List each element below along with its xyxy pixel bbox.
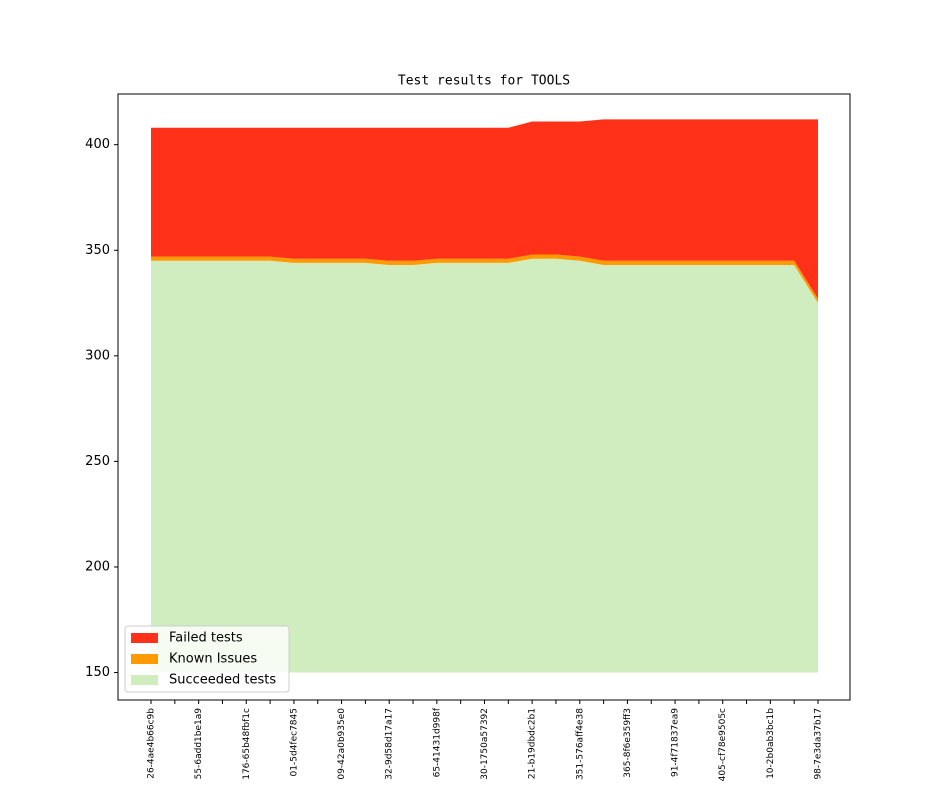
legend-box (124, 625, 290, 693)
x-tick-label: 176-65b48fbf1c (242, 708, 252, 780)
y-tick-label: 250 (85, 454, 110, 469)
chart-title: Test results for TOOLS (398, 74, 570, 89)
x-tick-label: 26-4ae4b66c9b (147, 708, 157, 779)
area (151, 119, 818, 299)
legend-label: Failed tests (169, 631, 243, 646)
area (151, 254, 818, 304)
y-tick-label: 400 (85, 137, 110, 152)
x-tick-label: 351-576aff4e38 (575, 708, 585, 780)
x-tick-label: 405-cf78e9505c (718, 708, 728, 781)
y-tick-label: 300 (85, 348, 110, 363)
x-tick-label: 98-7e3da37b17 (814, 708, 824, 780)
x-tick-label: 32-9d58d17a17 (385, 708, 395, 780)
legend-swatch (131, 675, 158, 685)
legend-label: Succeeded tests (169, 673, 276, 688)
y-tick-label: 150 (85, 665, 110, 680)
legend-swatch (131, 633, 158, 643)
legend: Failed tests Known Issues Succeeded tests (124, 625, 290, 693)
legend-label: Known Issues (169, 652, 257, 667)
x-tick-label: 10-2b0ab3bc1b (766, 708, 776, 779)
x-tick-label: 365-8f6e359ff3 (623, 708, 633, 778)
x-tick-label: 21-b19dbdc2b1 (528, 708, 538, 779)
x-tick-label: 91-4f71837ea9 (671, 708, 681, 777)
x-tick-label: 55-6add1be1a9 (194, 708, 204, 780)
x-tick-label: 30-1750a57392 (480, 708, 490, 780)
legend-swatch (131, 654, 158, 664)
y-tick-label: 200 (85, 559, 110, 574)
x-tick-label: 01-5d4fec7845 (289, 708, 299, 776)
x-tick-label: 09-42a0b935e0 (337, 708, 347, 780)
y-tick-label: 350 (85, 243, 110, 258)
x-tick-label: 65-41431d998f (432, 707, 442, 777)
area (151, 258, 818, 673)
